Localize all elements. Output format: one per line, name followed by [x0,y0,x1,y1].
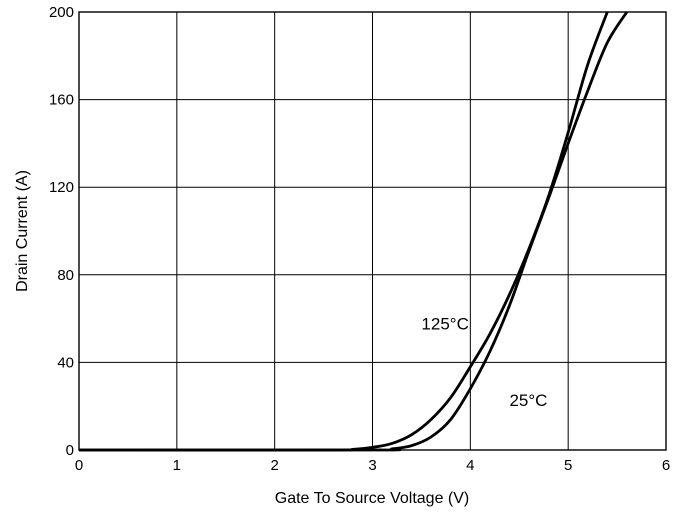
y-tick-label: 0 [66,442,74,459]
annotation-label: 125°C [421,315,468,334]
x-tick-label: 0 [75,457,83,474]
grid [78,11,667,451]
x-tick-label: 4 [466,457,474,474]
x-tick-label: 6 [662,457,670,474]
series-line-2 [78,11,629,452]
curves [78,11,629,452]
y-tick-labels: 0 40 80 120 160 200 [49,4,74,459]
y-tick-label: 200 [49,4,74,21]
x-tick-labels: 0 1 2 3 4 5 6 [75,457,670,474]
x-tick-label: 1 [173,457,181,474]
x-tick-label: 3 [368,457,376,474]
x-tick-label: 5 [564,457,572,474]
x-tick-label: 2 [270,457,278,474]
annotation-label: 25°C [509,391,547,410]
annotations: 125°C 25°C [421,315,547,411]
y-tick-label: 160 [49,92,74,109]
series-line-1 [78,11,609,452]
y-tick-label: 80 [57,267,74,284]
x-axis-label: Gate To Source Voltage (V) [275,490,469,507]
y-tick-label: 40 [57,354,74,371]
y-axis-label: Drain Current (A) [14,170,31,292]
y-tick-label: 120 [49,179,74,196]
